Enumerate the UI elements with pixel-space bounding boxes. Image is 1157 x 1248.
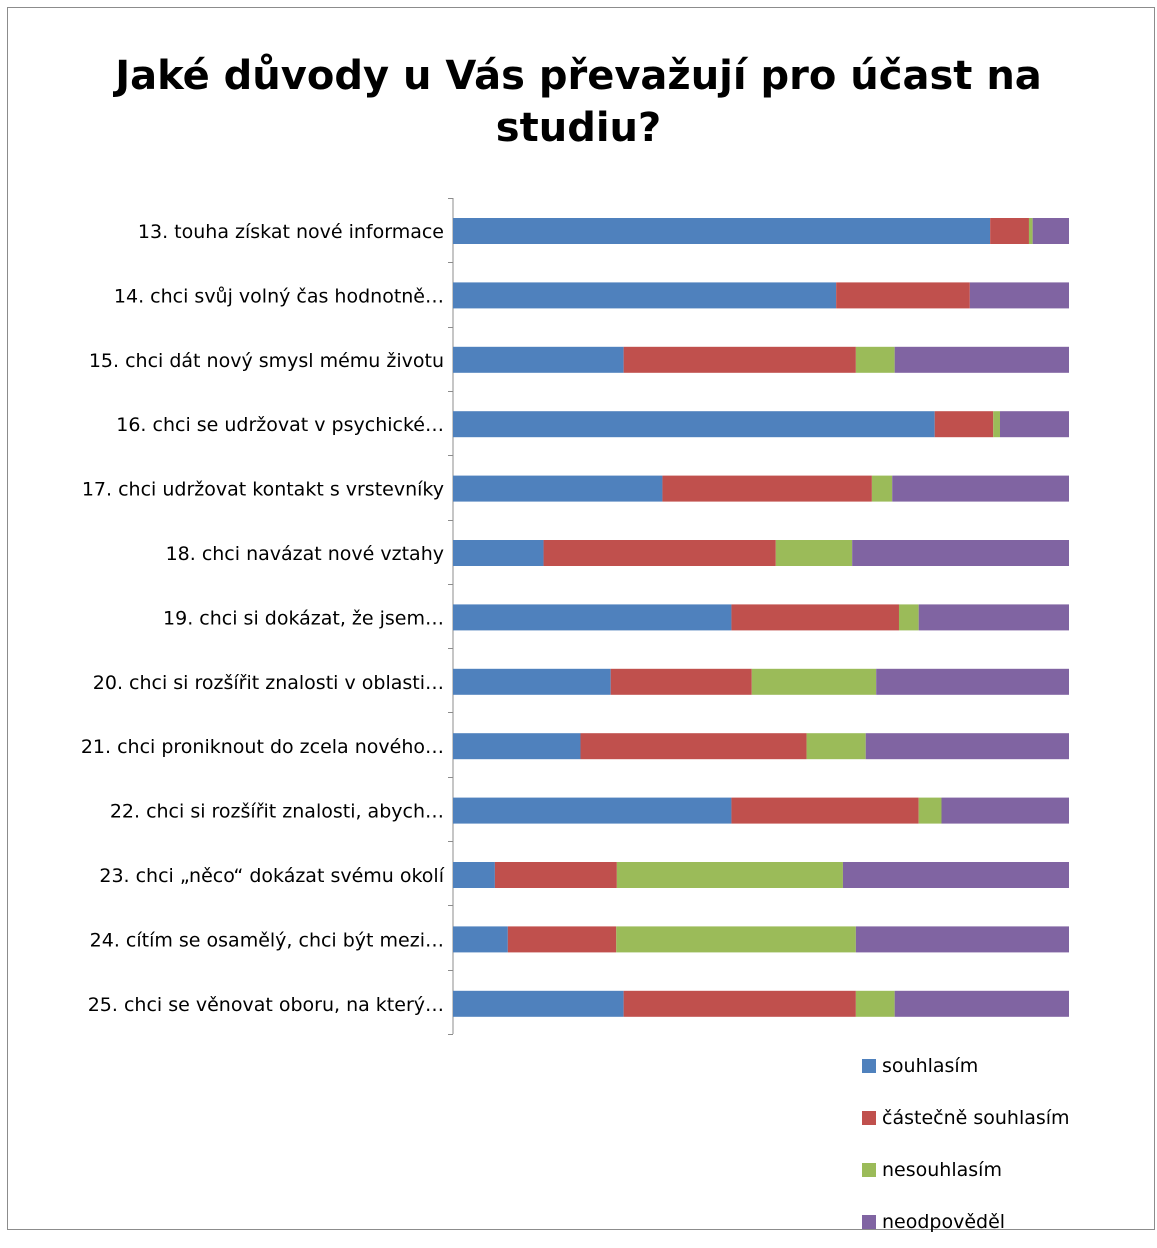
bar-segment [453,218,991,244]
bar-segment [775,540,853,566]
category-label: 15. chci dát nový smysl mému životu [89,350,444,372]
bar-segment [894,990,1069,1017]
bar-segment [494,862,617,888]
category-label: 20. chci si rozšířit znalosti v oblasti… [93,672,444,694]
bar-segment [453,604,732,631]
bar-segment [892,475,1069,502]
bar-segment [898,604,919,631]
bar-segment [453,540,544,566]
legend-swatch [862,1111,876,1125]
bar-segment [453,475,663,502]
bar-segment [1028,218,1033,244]
legend-swatch [862,1215,876,1229]
bar-segment [453,668,611,695]
chart-legend: souhlasím částečně souhlasím nesouhlasím ne… [862,1040,1070,1248]
bar-segment [453,733,581,760]
chart-title: Jaké důvody u Vás převažují pro účast na… [0,50,1157,154]
bar-segment [662,475,872,502]
bar-segment [993,411,1001,438]
bar-segment [453,990,624,1017]
bar-segment [855,346,895,373]
bar-segment [806,733,866,760]
bar-segment [894,346,1069,373]
bar-segment [453,797,732,824]
legend-entry: nesouhlasím [862,1144,1070,1196]
legend-entry: částečně souhlasím [862,1092,1070,1144]
bar-segment [580,733,807,760]
category-label: 22. chci si rozšířit znalosti, abych… [110,801,444,823]
bar-segment [934,411,994,438]
category-label: 18. chci navázat nové vztahy [166,543,444,565]
bar-segment [852,540,1069,566]
category-label: 25. chci se věnovat oboru, na který… [88,994,444,1016]
legend-entry: souhlasím [862,1040,1070,1092]
category-label: 19. chci si dokázat, že jsem… [163,607,444,629]
category-label: 16. chci se udržovat v psychické… [116,414,444,436]
bar-segment [453,926,508,953]
bar-segment [543,540,776,566]
chart-title-line-1: Jaké důvody u Vás převažují pro účast na [115,53,1042,99]
chart-title-line-2: studiu? [495,105,662,151]
bar-segment [453,282,837,309]
bar-segment [616,862,843,888]
bar-segment [453,346,624,373]
legend-entry: neodpověděl [862,1196,1070,1248]
bar-segment [842,862,1069,888]
bar-segment [941,797,1069,824]
bar-segment [871,475,893,502]
bar-segment [990,218,1029,244]
bar-segment [453,862,495,888]
legend-swatch [862,1163,876,1177]
bar-segment [876,668,1069,695]
legend-label: částečně souhlasím [882,1107,1070,1129]
legend-swatch [862,1059,876,1073]
bar-segment [1032,218,1069,244]
bar-segment [610,668,752,695]
bar-segment [1000,411,1069,438]
category-label: 23. chci „něco“ dokázat svému okolí [99,865,444,887]
legend-label: souhlasím [882,1055,979,1077]
category-label: 13. touha získat nové informace [138,221,444,243]
legend-label: nesouhlasím [882,1159,1002,1181]
bar-segment [918,797,942,824]
bar-segment [507,926,617,953]
bar-segment [623,990,856,1017]
bar-segment [855,926,1069,953]
bar-segment [836,282,970,309]
bar-segment [865,733,1069,760]
bar-segment [623,346,856,373]
bar-segment [731,797,919,824]
bar-segment [918,604,1069,631]
bar-segment [855,990,895,1017]
category-label: 17. chci udržovat kontakt s vrstevníky [82,479,444,501]
bar-segment [616,926,856,953]
legend-label: neodpověděl [882,1211,1006,1233]
category-label: 24. cítím se osamělý, chci být mezi… [90,929,444,951]
bar-segment [751,668,877,695]
bar-segment [453,411,935,438]
category-label: 21. chci proniknout do zcela nového… [81,736,444,758]
category-label: 14. chci svůj volný čas hodnotně… [114,285,444,307]
bar-segment [969,282,1069,309]
bar-segment [731,604,899,631]
